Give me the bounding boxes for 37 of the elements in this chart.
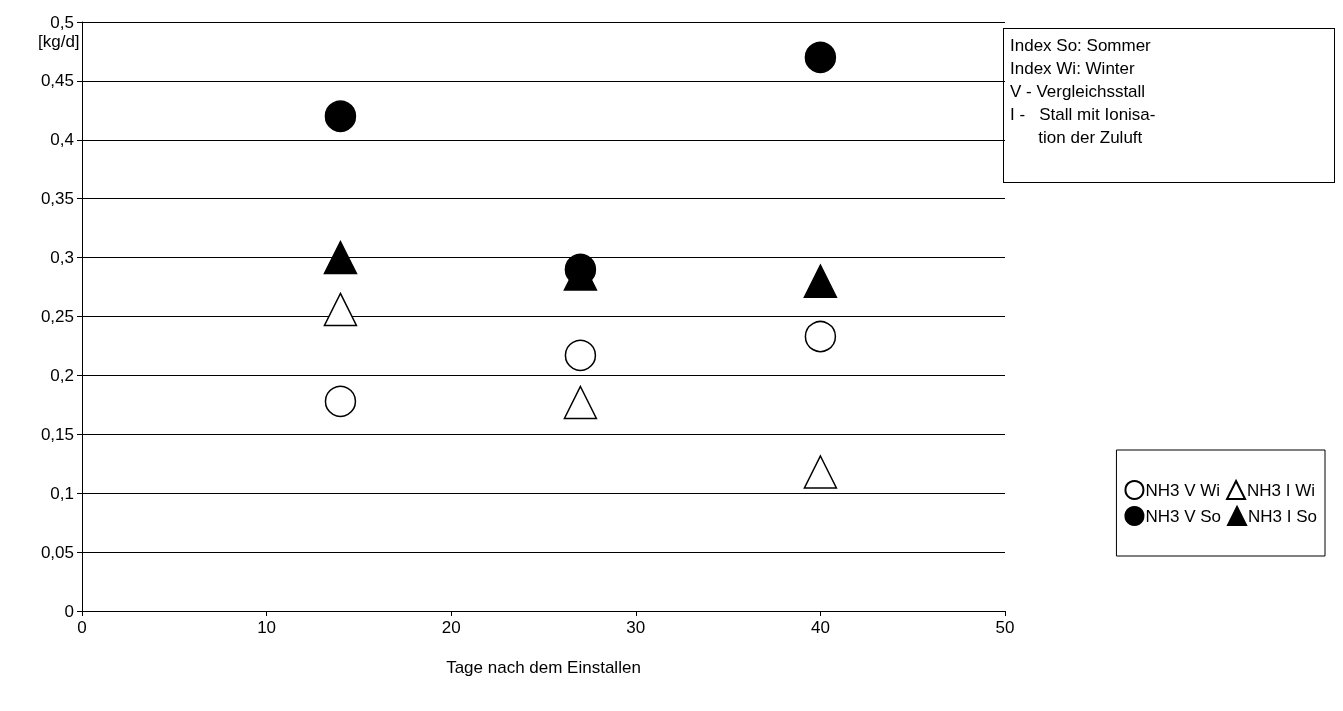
- text: Index Wi: Winter: [1010, 59, 1135, 78]
- point: [563, 385, 598, 420]
- legend-label: NH3 I So: [1248, 506, 1318, 526]
- y-tick-label: 0,2: [50, 365, 74, 385]
- point: [803, 455, 838, 489]
- y-tick-label: 0,4: [50, 130, 74, 150]
- y-tick-label: 0: [64, 601, 74, 621]
- point: [804, 41, 837, 74]
- point: [324, 100, 357, 132]
- text: I - Stall mit Ionisa- tion der Zuluft: [1010, 105, 1156, 147]
- y-tick-label: 0,15: [40, 424, 74, 444]
- y-tick-label: 0,3: [50, 248, 74, 268]
- point: [323, 292, 358, 327]
- point: [324, 385, 357, 418]
- x-tick-label: 40: [810, 618, 830, 637]
- y-tick-label: 0,45: [40, 71, 74, 91]
- text: V - Vergleichsstall: [1010, 82, 1146, 101]
- y-tick-label: 0,25: [40, 307, 74, 326]
- legend-label: NH3 V Wi: [1145, 480, 1221, 500]
- point: [804, 320, 837, 353]
- point: [803, 264, 838, 298]
- point: [564, 339, 597, 372]
- x-tick-label: 0: [77, 618, 87, 637]
- y-tick-label: 0,35: [40, 189, 74, 209]
- point: [323, 240, 358, 275]
- legend-label: NH3 I Wi: [1247, 480, 1316, 500]
- y-tick-label: 0,1: [50, 483, 74, 503]
- x-tick-label: 10: [257, 618, 277, 637]
- x-tick-label: 20: [441, 618, 461, 637]
- y-tick-label: 0,05: [40, 542, 74, 562]
- x-tick-label: 30: [626, 618, 646, 637]
- text: Index So: Sommer: [1010, 36, 1151, 55]
- x-tick-label: 50: [995, 618, 1015, 637]
- legend-label: NH3 V So: [1145, 506, 1222, 526]
- x-axis-title: Tage nach dem Einstallen: [446, 658, 641, 677]
- y-tick-label: 0,5: [50, 12, 74, 32]
- y-axis-title: [kg/d]: [38, 32, 80, 51]
